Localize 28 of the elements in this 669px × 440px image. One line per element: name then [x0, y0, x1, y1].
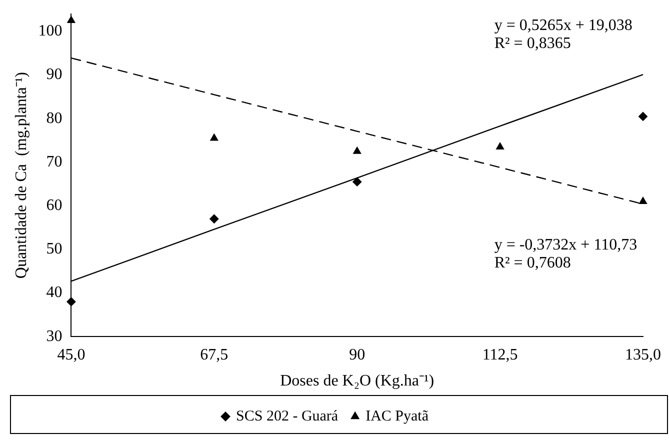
x-tick-label: 67,5: [200, 346, 228, 364]
point: [352, 177, 362, 186]
x-tick-label: 45,0: [57, 346, 86, 364]
y-tick-label: 90: [46, 66, 62, 84]
point: [353, 146, 362, 154]
point: [67, 16, 76, 24]
y-tick-label: 60: [46, 197, 62, 214]
y-axis-title: Quantidade de Ca (mg.planta⁻¹): [12, 72, 30, 279]
y-tick-label: 50: [46, 240, 62, 258]
point: [210, 214, 219, 224]
y-tick-label: 80: [46, 110, 62, 127]
legend-label: IAC Pyatã: [366, 408, 429, 424]
legend-label: SCS 202 - Guará: [236, 408, 338, 424]
y-tick-label: 100: [38, 22, 62, 40]
y-tick-label: 40: [46, 284, 62, 302]
annotation: y = -0,3732x + 110,73 R² = 0,7608: [494, 236, 638, 272]
annotation: y = 0,5265x + 19,038 R² = 0,8365: [494, 17, 632, 52]
point: [639, 196, 647, 204]
point: [638, 112, 648, 121]
point: [66, 297, 76, 306]
x-tick-label: 135,0: [625, 346, 661, 364]
x-tick-label: 90: [349, 346, 366, 364]
point: [210, 134, 218, 141]
y-tick-label: 70: [46, 153, 62, 170]
x-axis-title: Doses de K₂O (Kg.ha⁻¹): [280, 372, 434, 390]
x-tick-label: 112,5: [482, 346, 518, 364]
point: [496, 142, 504, 150]
y-tick-label: 30: [46, 328, 62, 345]
